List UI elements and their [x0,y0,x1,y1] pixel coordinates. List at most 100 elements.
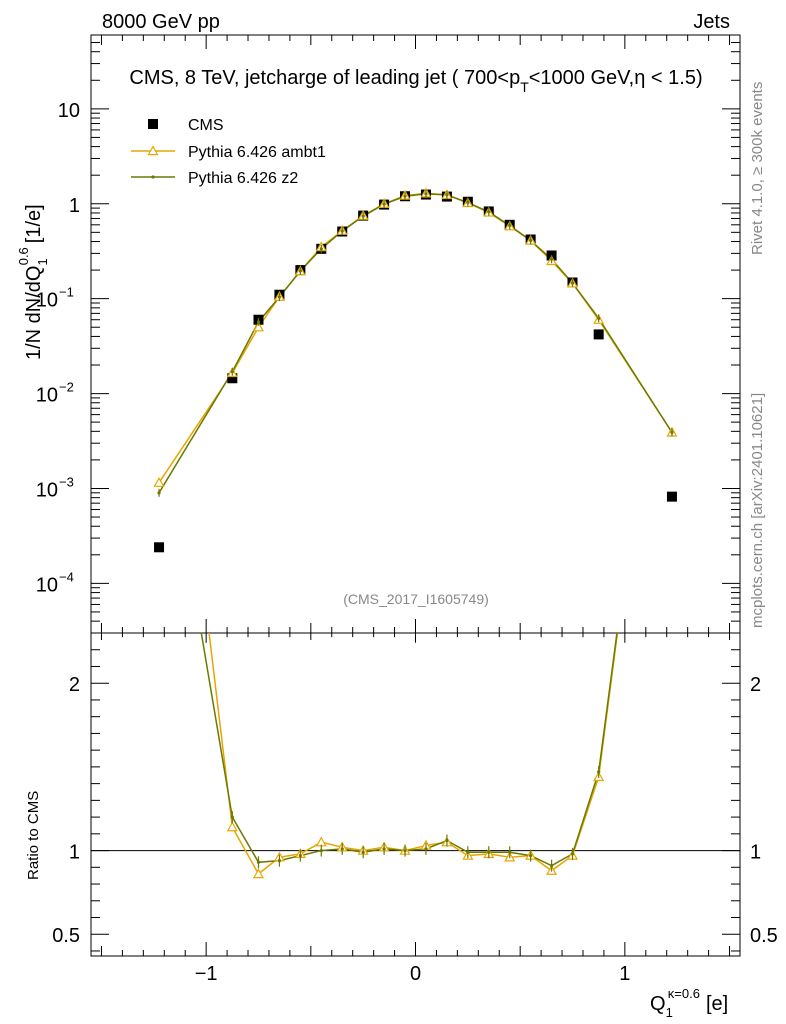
y-label-unit: [1/e] [23,204,45,243]
z2-point [361,214,365,218]
y-tick-label: 10 [36,574,58,596]
z2-point [403,194,407,198]
z2-ratio-point [549,864,554,868]
legend-cms-marker [148,119,158,129]
ambt1-point [153,476,165,487]
ambt1-ratio-point [252,868,265,879]
y-tick-label: 10 [36,385,58,407]
y-tick-label: 10 [36,479,58,501]
z2-point [319,247,323,251]
z2-point [670,430,674,434]
z2-ratio-point [298,853,302,858]
x-tick-label: −1 [195,963,218,985]
ratio-y-label: Ratio to CMS [25,791,42,880]
ratio-tick-label: 1 [69,842,80,864]
z2-ratio-point [570,852,575,856]
z2-ratio-point [361,850,365,854]
x-label-sub: 1 [666,1005,673,1020]
z2-point [277,295,282,299]
z2-point [508,223,512,228]
z2-ratio-point [230,815,234,819]
y-tick-label-exp: −2 [59,380,74,395]
z2-ratio-point [256,860,261,864]
z2-ratio-point [487,850,491,854]
chart-title: CMS, 8 TeV, jetcharge of leading jet ( 7… [129,67,702,95]
y-tick-label-exp: −3 [59,474,74,489]
chart-title-pre: CMS, 8 TeV, jetcharge of leading jet ( 7… [129,67,520,89]
z2-line [158,193,673,494]
z2-point [382,202,386,206]
z2-ratio-point [319,848,323,853]
cms-point [666,491,677,502]
z2-point [157,491,161,495]
z2-point [570,281,575,285]
rivet-version-text: Rivet 4.1.0, ≥ 300k events [749,82,766,255]
z2-ratio-point [597,770,601,774]
z2-point [487,210,491,214]
ambt1-point [252,321,265,332]
main-plot-area [153,187,678,553]
y-axis-label: 1/N dN/dQ1 0.6 [1/e] [16,204,50,360]
y-tick-label-exp: −1 [59,285,74,300]
z2-point [230,370,234,374]
z2-point [256,320,261,324]
ambt1-ratio-point [226,821,238,832]
z2-ratio-point [424,847,428,851]
y-tick-label-exp: −4 [59,569,74,584]
z2-ratio-point [670,213,673,216]
y-tick-label: 10 [58,100,80,122]
cms-point [227,373,238,384]
cms-point [154,542,165,553]
z2-point [424,192,428,196]
y-tick-label: 1 [69,195,80,217]
y-tick-label: 10 [36,290,58,312]
z2-ratio-point [382,847,386,851]
legend-z2-marker [151,175,155,179]
ratio-panel-frame [90,632,741,957]
legend-label: Pythia 6.426 ambt1 [188,144,326,161]
analysis-tag: (CMS_2017_I1605749) [343,591,489,607]
z2-ratio-point [157,380,160,383]
ratio-tick-label: 0.5 [52,925,80,947]
y-label-sub: 1 [35,258,50,265]
z2-ratio-point [340,847,344,851]
legend-ambt1-marker [147,145,159,156]
x-axis-label: Q1 κ=0.6 [e] [650,986,728,1020]
z2-ratio-point [403,848,407,853]
x-label-unit: [e] [706,993,728,1015]
ambt1-ratio-line [208,633,619,876]
z2-point [597,316,601,320]
z2-ratio-point [466,850,470,854]
z2-ratio-point [529,853,533,858]
z2-point [466,200,470,205]
x-label-sup: κ=0.6 [668,986,700,1001]
ratio-tick-label-right: 0.5 [750,925,778,947]
z2-ratio-point [508,850,512,854]
chart-title-post: <1000 GeV,η < 1.5) [529,67,703,89]
ratio-tick-label-right: 2 [750,674,761,696]
z2-point [529,238,533,243]
legend-label: CMS [188,117,224,134]
ambt1-ratio-point [667,210,676,218]
mcplots-text: mcplots.cern.ch [arXiv:2401.10621] [749,393,766,628]
legend: CMS Pythia 6.426 ambt1 Pythia 6.426 z2 [131,117,326,187]
ratio-tick-label: 2 [69,674,80,696]
x-tick-label: 1 [619,963,630,985]
ambt1-ratio-point [155,210,164,218]
z2-point [445,193,449,197]
header-right: Jets [693,11,730,33]
z2-ratio-point [445,838,449,843]
chart-title-sub: T [520,79,529,95]
z2-point [549,257,554,261]
x-label-main: Q [650,993,666,1015]
y-label-sup: 0.6 [16,247,31,265]
ratio-plot-area [91,210,740,879]
legend-label: Pythia 6.426 z2 [188,170,298,187]
z2-point [298,269,302,273]
y-label-main: 1/N dN/dQ [23,266,45,360]
cms-point [593,329,604,340]
ratio-tick-label-right: 1 [750,842,761,864]
x-tick-label: 0 [410,963,421,985]
